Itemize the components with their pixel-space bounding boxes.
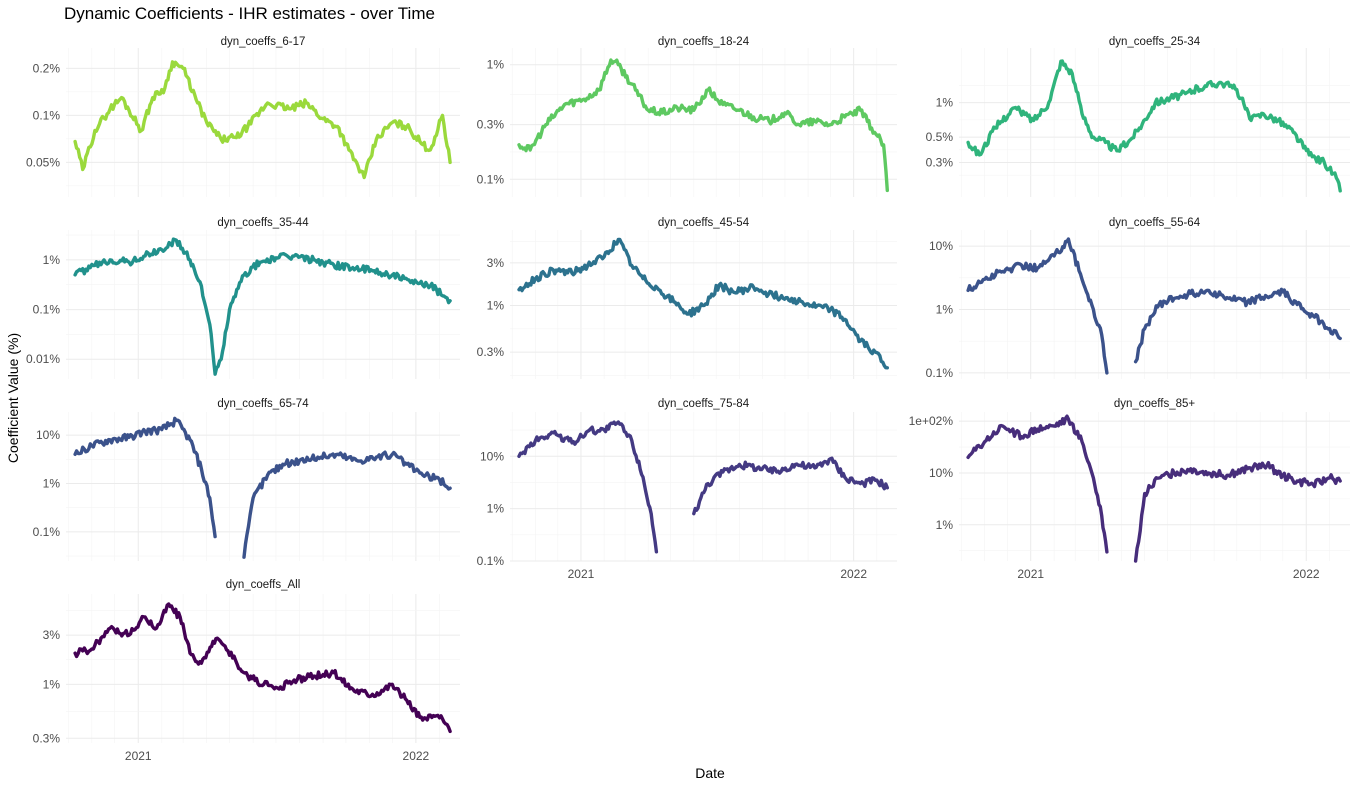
chart-title: Dynamic Coefficients - IHR estimates - o… [64,4,435,23]
y-tick-label: 1% [487,58,505,72]
series-line [1133,287,1342,364]
facet-strip-label: dyn_coeffs_45-54 [658,217,750,229]
y-tick-label: 0.1% [477,172,505,186]
facet-panel: dyn_coeffs_6-17 0.05% 0.1% 0.2% [26,36,460,197]
x-tick-label: 2021 [568,567,595,581]
facet-strip-label: dyn_coeffs_18-24 [658,36,750,48]
y-tick-label: 1% [43,677,61,691]
y-tick-label: 1% [43,253,61,267]
y-tick-label: 10% [480,449,504,463]
y-tick-label: 1% [936,96,954,110]
y-tick-label: 1% [936,518,954,532]
y-tick-label: 0.01% [26,352,60,366]
y-tick-label: 0.3% [477,118,505,132]
y-tick-label: 0.2% [33,61,61,75]
y-tick-label: 0.1% [33,303,61,317]
series-line [517,237,889,370]
y-tick-label: 10% [929,239,953,253]
facet-strip-label: dyn_coeffs_All [226,579,301,591]
series-line [242,450,452,559]
x-axis-title: Date [695,765,725,781]
facet-panel: dyn_coeffs_75-84 0.1% 1% 10% 2021 2022 [477,398,897,581]
series-line [73,416,217,539]
y-tick-label: 3% [487,256,505,270]
y-tick-label: 0.3% [33,731,61,745]
x-tick-label: 2021 [125,749,152,763]
y-tick-label: 1e+02% [909,414,954,428]
y-tick-label: 10% [36,428,60,442]
y-tick-label: 1% [936,303,954,317]
panels-layer: dyn_coeffs_6-17 0.05% 0.1% 0.2% dyn_coeffs_1… [26,36,1350,763]
y-tick-label: 1% [487,502,505,516]
facet-strip-label: dyn_coeffs_25-34 [1109,36,1201,48]
series-line [73,602,452,734]
y-tick-label: 0.1% [33,525,61,539]
facet-panel: dyn_coeffs_All 0.3% 1% 3% 2021 2022 [33,579,460,763]
y-tick-label: 0.5% [926,130,954,144]
facet-panel: dyn_coeffs_55-64 0.1% 1% 10% [926,217,1350,380]
y-tick-label: 3% [43,628,61,642]
series-line [517,58,889,193]
x-tick-label: 2022 [1293,567,1320,581]
facet-panel: dyn_coeffs_18-24 0.1% 0.3% 1% [477,36,897,197]
facet-panel: dyn_coeffs_35-44 0.01% 0.1% 1% [26,217,460,379]
facet-strip-label: dyn_coeffs_65-74 [217,398,309,410]
series-line [73,60,452,180]
y-tick-label: 0.1% [477,554,505,568]
facet-panel: dyn_coeffs_85+ 1% 10% 1e+02% 2021 2022 [909,398,1350,581]
facet-strip-label: dyn_coeffs_55-64 [1109,217,1201,229]
series-line [966,237,1109,375]
y-tick-label: 0.05% [26,155,60,169]
facet-strip-label: dyn_coeffs_6-17 [221,36,306,48]
series-line [517,420,659,554]
facet-panel: dyn_coeffs_65-74 0.1% 1% 10% [33,398,460,561]
y-tick-label: 0.1% [33,108,61,122]
y-tick-label: 10% [929,466,953,480]
y-tick-label: 0.3% [477,345,505,359]
y-tick-label: 1% [43,476,61,490]
facet-panel: dyn_coeffs_45-54 0.3% 1% 3% [477,217,897,379]
series-line [73,237,452,376]
y-tick-label: 0.3% [926,156,954,170]
facet-strip-label: dyn_coeffs_35-44 [217,217,309,229]
facet-strip-label: dyn_coeffs_75-84 [658,398,750,410]
series-line [1133,460,1342,563]
y-axis-title: Coefficient Value (%) [5,333,21,463]
facet-strip-label: dyn_coeffs_85+ [1114,398,1196,410]
series-line [692,456,889,516]
series-line [966,59,1342,193]
facet-panel: dyn_coeffs_25-34 0.3% 0.5% 1% [926,36,1350,197]
x-tick-label: 2022 [403,749,430,763]
y-tick-label: 0.1% [926,366,954,380]
x-tick-label: 2021 [1017,567,1044,581]
y-tick-label: 1% [487,298,505,312]
x-tick-label: 2022 [840,567,867,581]
series-line [966,414,1109,554]
